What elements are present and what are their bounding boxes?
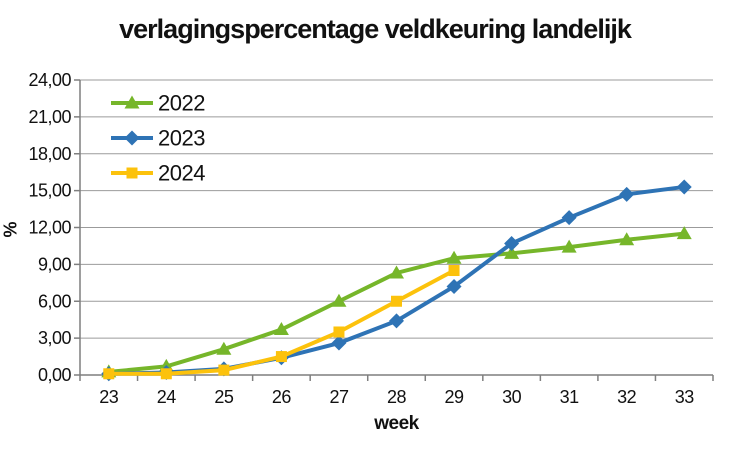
legend-diamond-marker bbox=[124, 130, 140, 146]
data-point-2023-w31-diamond-marker bbox=[561, 210, 577, 226]
x-tick-label: 25 bbox=[214, 387, 234, 407]
data-point-2024-w25-square-marker bbox=[218, 364, 230, 376]
y-tick-label: 6,00 bbox=[38, 291, 72, 311]
x-tick-label: 30 bbox=[502, 387, 522, 407]
x-tick-label: 31 bbox=[560, 387, 580, 407]
legend-item-label-2022: 2022 bbox=[158, 91, 205, 116]
series-line-2023 bbox=[108, 184, 685, 376]
y-tick-label: 9,00 bbox=[38, 254, 72, 274]
y-tick-label: 0,00 bbox=[38, 365, 72, 385]
data-point-2024-w29-square-marker bbox=[448, 265, 460, 277]
y-tick-label: 12,00 bbox=[28, 218, 71, 238]
plot-area: 0,00 3,00 6,00 9,00 12,00 15,00 18,00 21,00 24,0… bbox=[28, 70, 714, 407]
data-point-2024-w23-square-marker bbox=[103, 368, 115, 380]
data-point-2023-w28-diamond-marker bbox=[389, 313, 404, 329]
y-tick-label: 24,00 bbox=[28, 70, 71, 90]
data-point-2022-w30-triangle-marker bbox=[504, 245, 520, 259]
y-tick-label: 15,00 bbox=[28, 181, 71, 201]
chart-title: verlagingspercentage veldkeuring landeli… bbox=[119, 14, 632, 44]
y-tick-label: 3,00 bbox=[38, 328, 72, 348]
data-point-2024-w28-square-marker bbox=[391, 295, 402, 307]
data-point-2023-w30-diamond-marker bbox=[504, 235, 520, 251]
x-tick-label: 23 bbox=[99, 387, 119, 407]
data-point-2022-w29-triangle-marker bbox=[446, 250, 462, 264]
data-point-2022-w25-triangle-marker bbox=[216, 341, 232, 355]
x-tick-label: 27 bbox=[329, 387, 349, 407]
x-tick-label: 26 bbox=[272, 387, 292, 407]
data-point-2022-w27-triangle-marker bbox=[331, 293, 347, 307]
data-point-2022-w26-triangle-marker bbox=[273, 322, 289, 336]
x-tick-label: 28 bbox=[387, 387, 407, 407]
data-point-2024-w26-square-marker bbox=[275, 351, 287, 363]
legend-item-label-2023: 2023 bbox=[158, 126, 205, 151]
legend-triangle-marker bbox=[124, 95, 140, 109]
data-point-2022-w28-triangle-marker bbox=[389, 265, 404, 279]
data-point-2022-w33-triangle-marker bbox=[676, 226, 692, 240]
data-point-2024-w27-square-marker bbox=[333, 326, 345, 338]
data-point-2022-w31-triangle-marker bbox=[561, 239, 577, 253]
legend-square-marker bbox=[126, 167, 138, 179]
x-tick-label: 24 bbox=[157, 387, 177, 407]
data-point-2024-w24-square-marker bbox=[160, 368, 172, 380]
y-axis-title: % bbox=[0, 221, 21, 238]
y-tick-label: 18,00 bbox=[28, 144, 71, 164]
x-tick-label: 29 bbox=[445, 387, 465, 407]
x-tick-label: 33 bbox=[675, 387, 695, 407]
data-point-2023-w33-diamond-marker bbox=[676, 179, 692, 195]
y-tick-label: 21,00 bbox=[28, 107, 71, 127]
data-point-2022-w32-triangle-marker bbox=[619, 232, 635, 246]
data-point-2023-w27-diamond-marker bbox=[331, 335, 347, 351]
data-point-2023-w32-diamond-marker bbox=[619, 186, 635, 202]
x-axis-title: week bbox=[374, 413, 419, 434]
x-tick-label: 32 bbox=[617, 387, 637, 407]
data-point-2023-w29-diamond-marker bbox=[446, 279, 462, 294]
legend-item-label-2024: 2024 bbox=[158, 161, 205, 186]
